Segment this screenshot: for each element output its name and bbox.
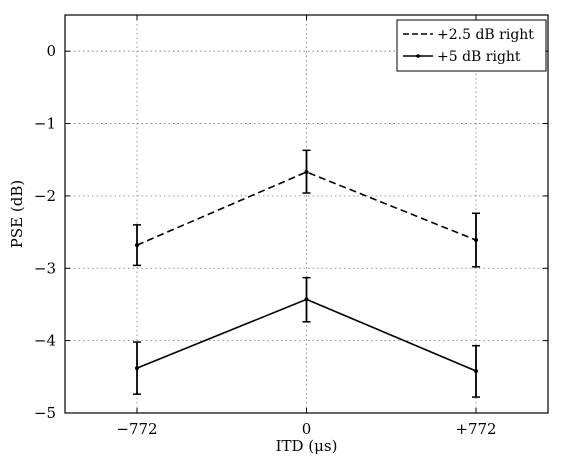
series-1 <box>133 149 480 268</box>
y-axis-label: PSE (dB) <box>8 180 26 248</box>
series-2 <box>133 276 480 398</box>
data-point <box>135 366 140 371</box>
x-tick-label: −772 <box>116 420 157 438</box>
legend-label: +5 dB right <box>437 49 521 65</box>
y-tick-label: −5 <box>34 404 56 422</box>
y-tick-label: −3 <box>34 259 56 277</box>
data-point <box>304 297 309 302</box>
y-tick-label: −2 <box>34 187 56 205</box>
series-line <box>136 171 477 246</box>
data-point <box>473 369 478 374</box>
x-tick-label: +772 <box>455 420 496 438</box>
x-tick-label: 0 <box>302 420 312 438</box>
data-point <box>135 243 140 248</box>
legend-marker <box>416 54 420 58</box>
legend-label: +2.5 dB right <box>437 27 534 43</box>
legend: +2.5 dB right +5 dB right <box>396 19 547 72</box>
x-axis-label: ITD (μs) <box>276 437 338 455</box>
ticks: 0 −1 −2 −3 −4 −5 −772 0 +772 <box>34 15 548 438</box>
series-group <box>133 149 480 398</box>
data-point <box>304 170 309 175</box>
y-tick-label: −1 <box>34 115 56 133</box>
legend-box <box>396 19 547 72</box>
data-point <box>473 238 478 243</box>
y-tick-label: 0 <box>46 42 56 60</box>
y-tick-label: −4 <box>34 332 56 350</box>
